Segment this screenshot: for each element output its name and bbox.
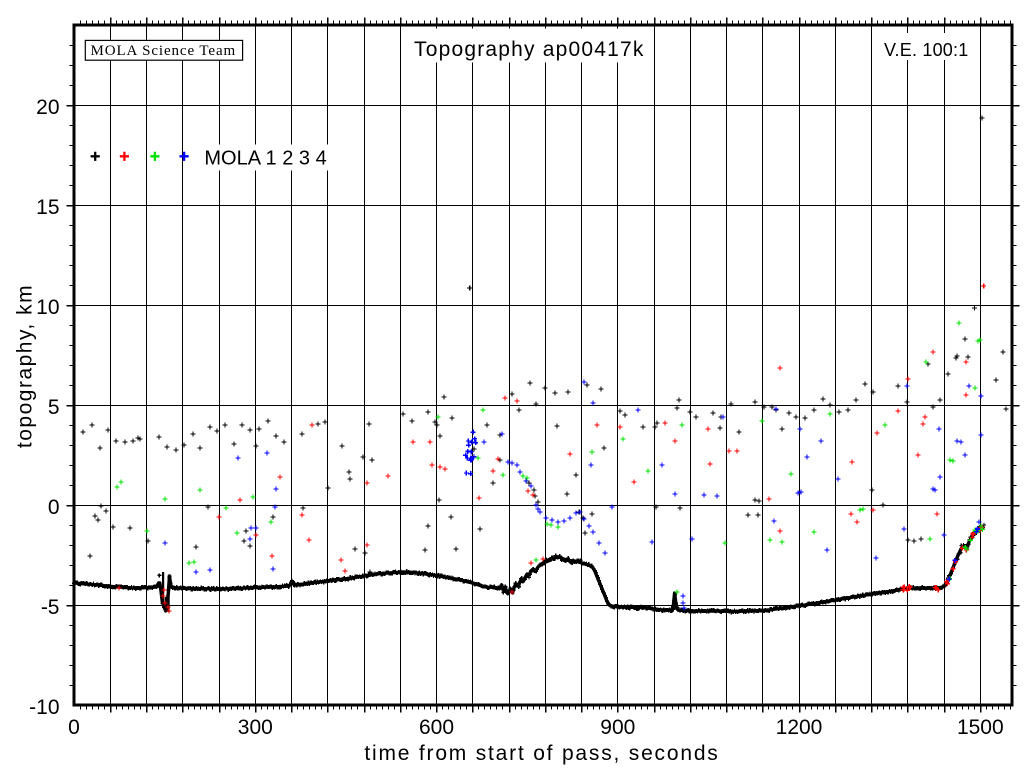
- svg-text:MOLA 1 2 3 4: MOLA 1 2 3 4: [204, 148, 326, 170]
- svg-text:0: 0: [48, 496, 60, 519]
- svg-text:20: 20: [36, 96, 59, 119]
- svg-text:600: 600: [419, 716, 454, 739]
- svg-text:V.E. 100:1: V.E. 100:1: [884, 40, 968, 60]
- svg-text:1500: 1500: [957, 716, 1004, 739]
- svg-text:15: 15: [36, 196, 59, 219]
- svg-text:topography, km: topography, km: [14, 284, 37, 448]
- svg-text:5: 5: [48, 396, 60, 419]
- svg-text:1200: 1200: [776, 716, 823, 739]
- svg-text:0: 0: [68, 716, 80, 739]
- svg-text:10: 10: [36, 296, 59, 319]
- svg-text:-5: -5: [41, 596, 60, 619]
- svg-text:-10: -10: [29, 696, 59, 719]
- svg-text:900: 900: [600, 716, 635, 739]
- svg-text:Topography ap00417k: Topography ap00417k: [414, 38, 645, 61]
- svg-text:MOLA Science Team: MOLA Science Team: [91, 43, 237, 59]
- svg-text:time from start of pass, secon: time from start of pass, seconds: [364, 742, 719, 765]
- svg-text:300: 300: [238, 716, 273, 739]
